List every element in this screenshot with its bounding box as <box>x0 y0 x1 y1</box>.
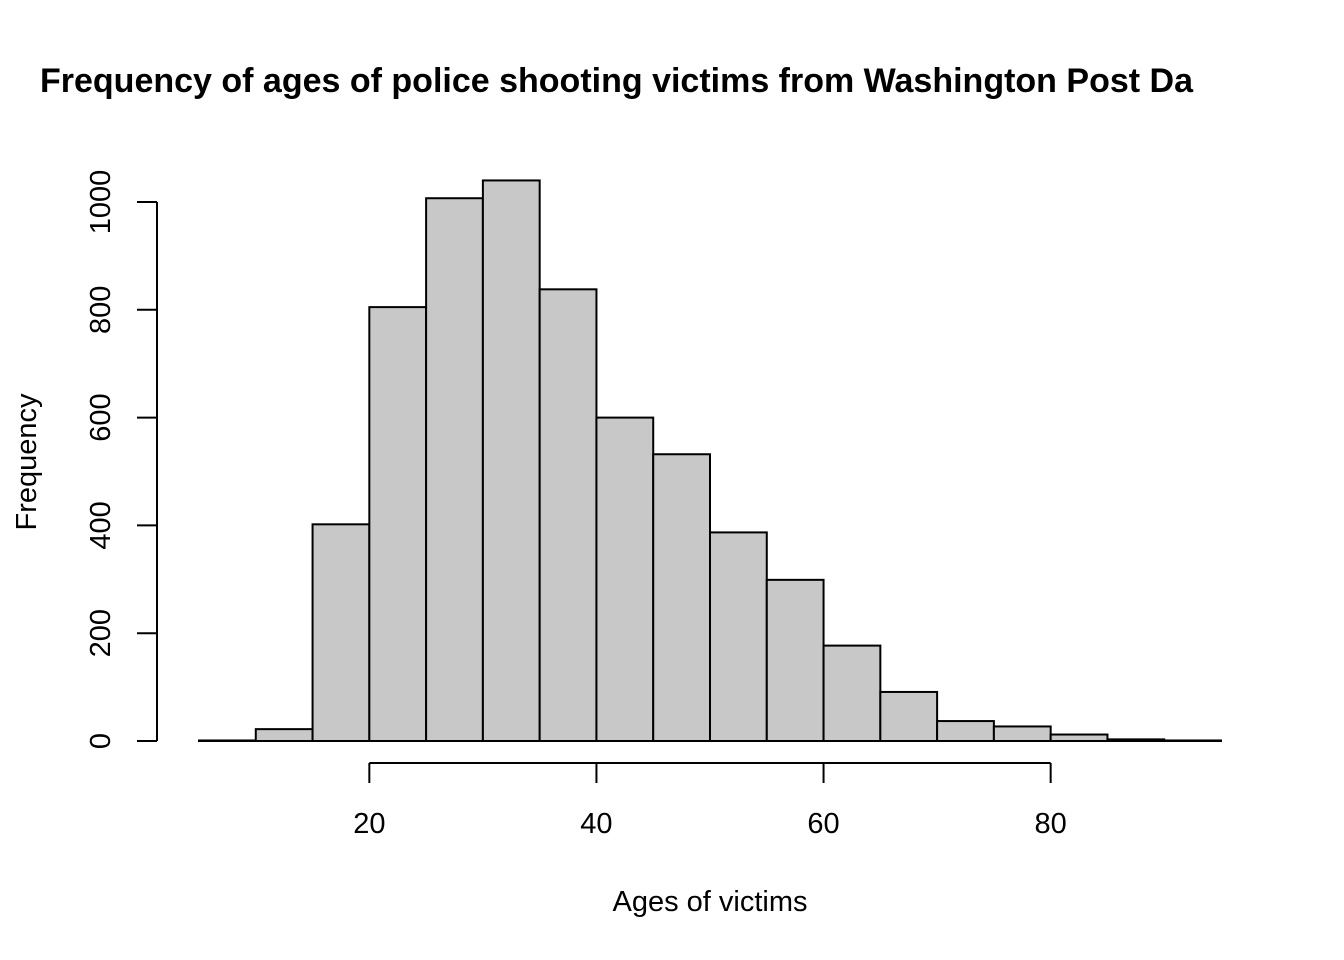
y-tick-label: 400 <box>85 501 117 549</box>
histogram-bar <box>709 531 768 742</box>
histogram-bar <box>595 416 655 742</box>
y-tick-label: 800 <box>85 286 117 334</box>
histogram-bar <box>538 288 598 742</box>
y-tick-label: 200 <box>85 609 117 657</box>
histogram-bar <box>311 523 371 742</box>
chart-title: Frequency of ages of police shooting vic… <box>40 62 1194 100</box>
histogram-bar <box>368 306 428 742</box>
histogram-bar <box>198 739 257 743</box>
histogram-bar <box>1106 738 1166 743</box>
histogram-bar <box>992 725 1052 743</box>
bars-group <box>198 179 1222 743</box>
y-axis-label: Frequency <box>11 393 43 531</box>
x-tick-label: 20 <box>353 808 385 840</box>
histogram-bar <box>481 179 541 742</box>
histogram-bar <box>254 728 314 743</box>
histogram-bar <box>822 644 882 742</box>
x-tick-label: 80 <box>1035 808 1067 840</box>
histogram-bar <box>652 453 711 742</box>
y-tick-label: 600 <box>85 393 117 441</box>
histogram-bar <box>765 578 825 743</box>
histogram-bar <box>425 197 484 743</box>
y-axis: 0 200 400 600 800 1000 <box>85 170 158 749</box>
y-tick-label: 1000 <box>85 170 117 235</box>
y-tick-label: 0 <box>85 733 117 749</box>
histogram-bar <box>936 720 995 742</box>
x-axis-label: Ages of victims <box>613 886 808 918</box>
histogram-bar <box>1049 733 1109 743</box>
x-tick-label: 60 <box>807 808 839 840</box>
histogram-bar <box>879 690 939 743</box>
x-tick-label: 40 <box>580 808 612 840</box>
x-axis: 20 40 60 80 <box>353 762 1067 840</box>
histogram-bar <box>1163 739 1222 743</box>
